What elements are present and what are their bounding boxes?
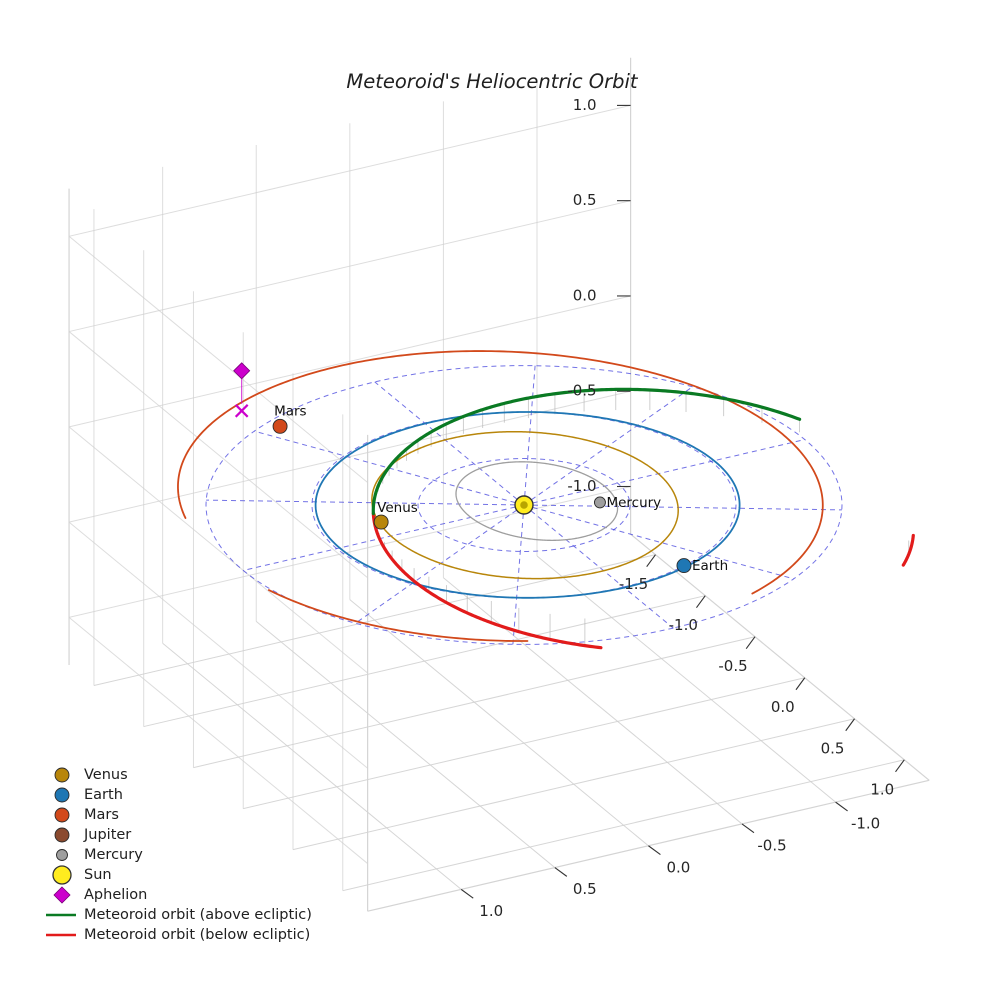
legend-label: Earth [84,787,123,803]
legend[interactable]: Venus Earth Mars Jupiter Mercury Sun Aphelion M… [46,767,312,943]
axis-tick-label: 0.5 [573,191,597,209]
legend-marker-aphelion [53,886,71,904]
axis-tick-label: -1.5 [619,575,648,593]
axis-tick-label: -0.5 [757,836,786,854]
axis-tick-label: -0.5 [567,382,596,400]
meteoroid-below-ecliptic [371,512,603,650]
meteoroid-orbit [371,387,915,650]
axis-tick-label: 0.0 [666,858,690,876]
planet-orbits [177,350,824,642]
legend-label: Aphelion [84,887,147,903]
legend-marker-mars [54,807,70,823]
marker-mercury[interactable] [593,496,606,509]
axis-tick-label: 1.0 [479,902,503,920]
legend-item[interactable]: Earth [54,787,123,803]
legend-label: Meteoroid orbit (below ecliptic) [84,927,310,943]
axis-tick-label: 0.5 [821,739,845,757]
legend-marker-sun [52,865,72,885]
marker-mars[interactable] [272,418,288,434]
marker-earth[interactable] [676,558,692,574]
axis-tick-label: -1.0 [669,616,698,634]
aphelion-projection-x [234,404,249,418]
legend-item[interactable]: Mars [54,807,119,823]
orbit-earth [314,411,741,599]
page-title: Meteoroid's Heliocentric Orbit [346,70,639,93]
orbit-mercury [455,461,619,541]
orbit-mars [267,589,529,642]
orbit-venus [371,430,679,580]
legend-item[interactable]: Mercury [56,847,144,863]
legend-marker-jupiter [54,827,70,843]
label-venus: Venus [377,500,418,516]
legend-item[interactable]: Jupiter [54,827,131,843]
sun-core [520,501,528,509]
legend-label: Mercury [84,847,143,863]
legend-marker-mercury [56,849,68,861]
legend-item[interactable]: Aphelion [53,886,147,904]
legend-label: Sun [84,867,112,883]
orbit-mars [177,350,824,594]
legend-label: Mars [84,807,119,823]
marker-venus[interactable] [373,514,389,530]
axis-tick-label: 0.5 [573,880,597,898]
legend-label: Jupiter [83,827,131,843]
axis-tick-label: 0.0 [573,286,597,304]
legend-item[interactable]: Meteoroid orbit (below ecliptic) [46,927,310,943]
legend-label: Venus [84,767,128,783]
axis-tick-label: -1.0 [851,815,880,833]
label-earth: Earth [692,558,728,574]
legend-label: Meteoroid orbit (above ecliptic) [84,907,312,923]
legend-marker-venus [54,767,70,783]
legend-marker-earth [54,787,70,803]
axis-tick-label: 1.0 [573,96,597,114]
axis-tick-label: -1.0 [567,477,596,495]
axis-ticks: -1.5 -1.0 -0.5 0.0 0.5 1.0 -1.0 -0.5 0.0 0.5 1.0 -1… [460,96,905,920]
legend-item[interactable]: Meteoroid orbit (above ecliptic) [46,907,312,923]
axis-tick-label: 0.0 [771,698,795,716]
label-mars: Mars [274,403,307,419]
axes-panes [68,57,930,912]
legend-item[interactable]: Venus [54,767,128,783]
meteoroid-below-ecliptic [901,533,915,567]
axis-tick-label: 1.0 [870,780,894,798]
polar-grid [205,365,843,645]
meteoroid-above-ecliptic [376,387,802,488]
label-mercury: Mercury [606,495,661,511]
axis-tick-label: -0.5 [718,657,747,675]
body-markers[interactable]: Mercury Venus Earth Mars [233,362,728,574]
legend-item[interactable]: Sun [52,865,112,885]
meteoroid-above-ecliptic [371,484,380,516]
